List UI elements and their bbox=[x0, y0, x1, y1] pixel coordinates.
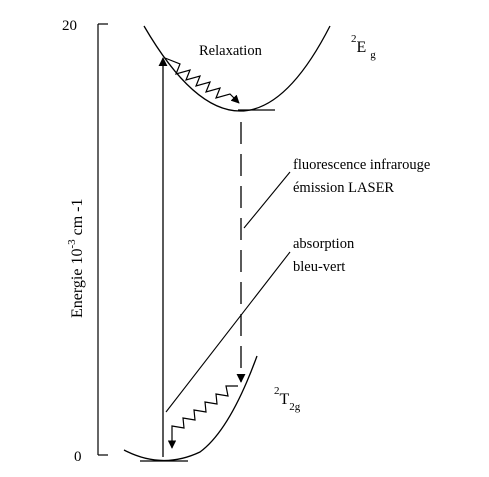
energy-axis-title-base: Energie 10 bbox=[69, 249, 86, 318]
ground-state-label: 2T2g bbox=[274, 385, 301, 413]
energy-axis-title-exponent: -3 bbox=[66, 239, 78, 249]
energy-axis-title-unit: cm -1 bbox=[69, 198, 86, 239]
tick-bottom-label: 0 bbox=[74, 449, 82, 465]
energy-axis-title: Energie 10-3 cm -1 bbox=[66, 198, 86, 318]
tick-top-label: 20 bbox=[62, 18, 77, 34]
ground-state-main: T bbox=[280, 391, 290, 408]
relaxation-wavy-arrow bbox=[164, 57, 240, 104]
excited-state-label: 2E g bbox=[351, 33, 376, 61]
fluorescence-label-line2: émission LASER bbox=[293, 180, 394, 196]
absorption-label-line2: bleu-vert bbox=[293, 259, 345, 275]
relaxation-label: Relaxation bbox=[199, 43, 263, 59]
absorption-leader-line bbox=[165, 251, 291, 413]
excited-state-sup: 2 bbox=[351, 33, 357, 45]
fluorescence-label-line1: fluorescence infrarouge bbox=[293, 157, 430, 173]
excited-state-sub: g bbox=[370, 49, 376, 61]
ground-state-sub: 2g bbox=[289, 401, 301, 413]
excited-state-main: E bbox=[357, 39, 367, 56]
ground-state-sup: 2 bbox=[274, 385, 280, 397]
ground-relaxation-wavy-arrow bbox=[167, 385, 238, 449]
fluorescence-leader-line bbox=[243, 171, 291, 229]
ground-state-curve bbox=[123, 355, 258, 462]
absorption-label-line1: absorption bbox=[293, 236, 355, 252]
excited-state-curve bbox=[143, 25, 331, 112]
